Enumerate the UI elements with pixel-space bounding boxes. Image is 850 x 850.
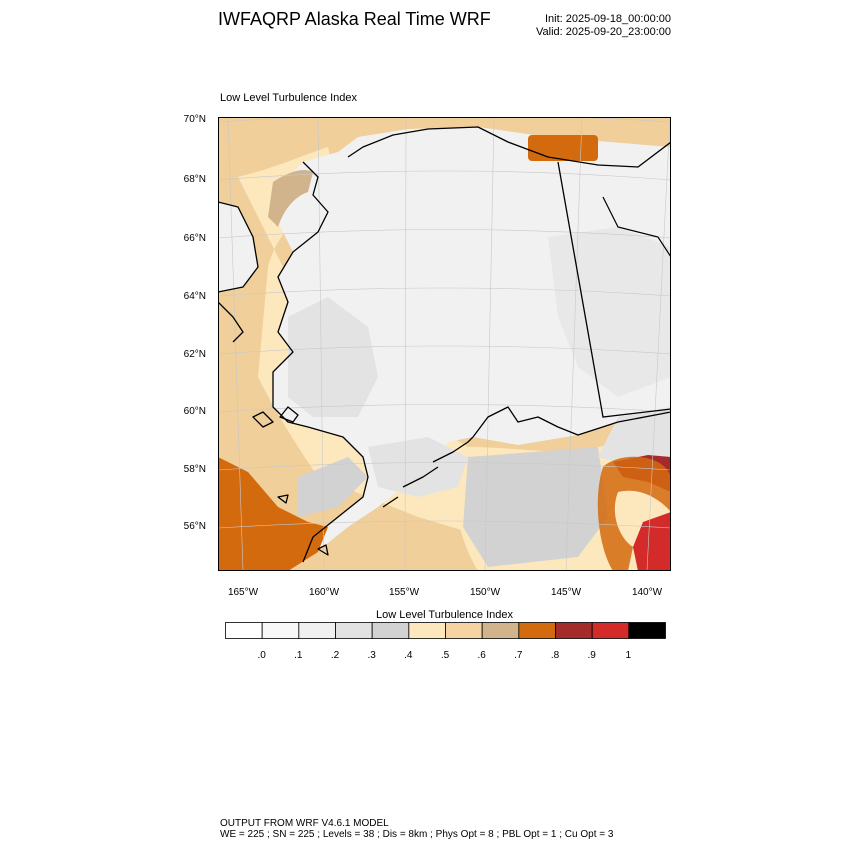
plot-title: IWFAQRP Alaska Real Time WRF	[218, 9, 491, 29]
colorbar-box	[408, 622, 446, 639]
gulf-gray	[463, 447, 608, 567]
lat-label-58: 58°N	[183, 464, 206, 475]
lat-label-66: 66°N	[183, 233, 206, 244]
colorbar-label: .7	[514, 650, 523, 661]
nw-tan-band	[268, 170, 313, 227]
lat-label-64: 64°N	[183, 291, 206, 302]
colorbar-label: .5	[440, 650, 450, 661]
lat-label-60: 60°N	[183, 406, 206, 417]
colorbar-box	[555, 622, 593, 639]
ak-canada-border	[557, 161, 671, 418]
lon-label-155: 155°W	[388, 587, 420, 598]
colorbar-label: .3	[367, 650, 376, 661]
lon-label-145: 145°W	[550, 587, 582, 598]
colorbar-box	[225, 622, 263, 639]
init-time: Init: 2025-09-18_00:00:00	[545, 13, 671, 25]
colorbar-box	[628, 622, 666, 639]
lon-label-150: 150°W	[469, 587, 501, 598]
colorbar-label: .2	[330, 650, 340, 661]
colorbar-title: Low Level Turbulence Index	[376, 609, 513, 621]
colorbar-box	[298, 622, 336, 639]
coastlines	[218, 126, 671, 563]
colorbar-label: .4	[404, 650, 413, 661]
footer-config: WE = 225 ; SN = 225 ; Levels = 38 ; Dis …	[220, 829, 614, 840]
lat-label-68: 68°N	[183, 174, 206, 185]
se-orange-ring	[597, 456, 671, 571]
graticule	[218, 117, 671, 571]
colorbar-label: 1	[625, 650, 632, 661]
colorbar-box	[518, 622, 556, 639]
colorbar-label: .0	[257, 650, 266, 661]
land-shade-west	[288, 297, 378, 417]
turbulence-map	[218, 117, 671, 571]
lon-label-160: 160°W	[308, 587, 340, 598]
footer-model: OUTPUT FROM WRF V4.6.1 MODEL	[220, 818, 389, 829]
land-shade-south	[368, 437, 468, 497]
colorbar-box	[261, 622, 300, 639]
lat-label-56: 56°N	[183, 521, 206, 532]
colorbar-label: .8	[550, 650, 560, 661]
lat-label-70: 70°N	[183, 114, 206, 125]
lon-label-140: 140°W	[631, 587, 663, 598]
se-red-patch	[633, 512, 671, 571]
lon-label-165: 165°W	[227, 587, 259, 598]
colorbar-label: .1	[294, 650, 303, 661]
yukon-border	[602, 196, 671, 258]
colorbar-box	[335, 622, 373, 639]
colorbar	[225, 622, 666, 639]
sw-orange-patch	[218, 457, 328, 571]
valid-time: Valid: 2025-09-20_23:00:00	[536, 26, 671, 38]
siberia-land	[218, 202, 258, 292]
arctic-orange-patch	[528, 135, 598, 161]
colorbar-box	[445, 622, 483, 639]
colorbar-label: .6	[477, 650, 486, 661]
peninsula-shade	[298, 457, 368, 517]
colorbar-label: .9	[587, 650, 596, 661]
land-shade-east	[548, 227, 671, 397]
colorbar-box	[371, 622, 410, 639]
colorbar-box	[481, 622, 520, 639]
colorbar-box	[591, 622, 630, 639]
lat-label-62: 62°N	[183, 349, 206, 360]
map-subtitle: Low Level Turbulence Index	[220, 92, 357, 104]
